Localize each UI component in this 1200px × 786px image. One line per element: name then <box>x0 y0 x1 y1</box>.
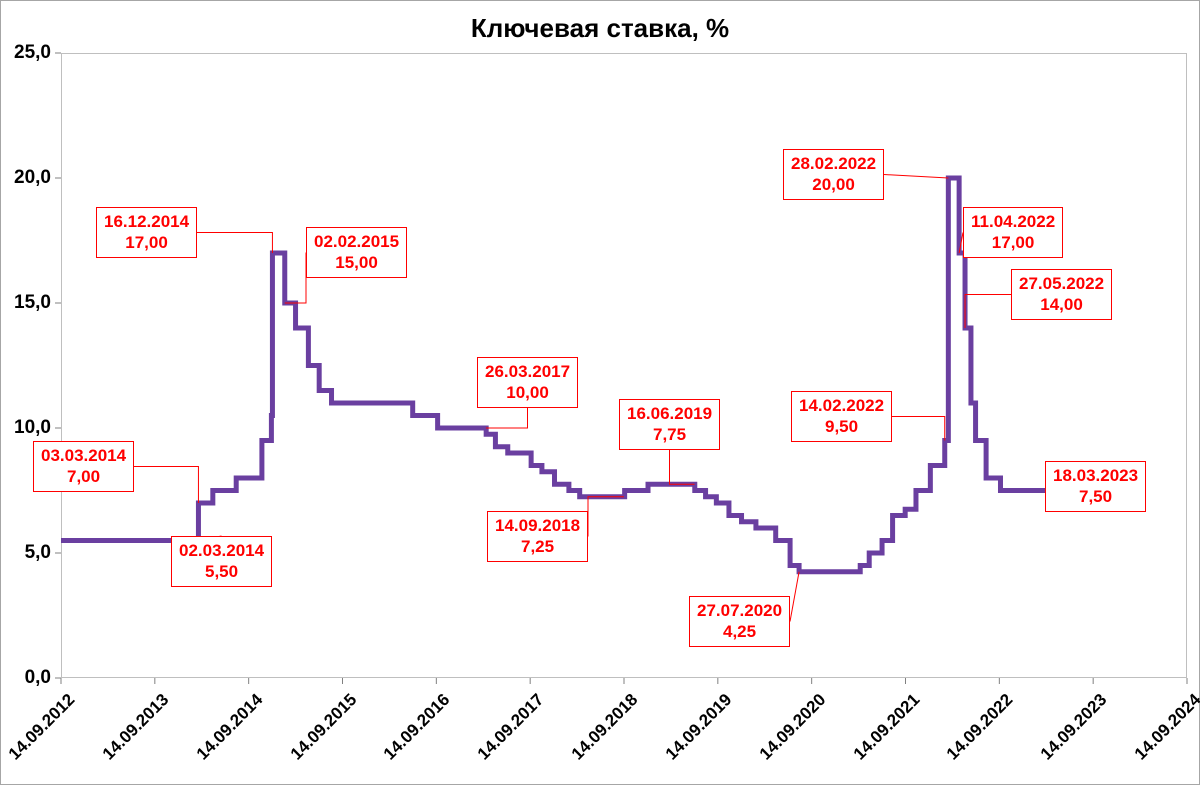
annotation-box: 14.09.20187,25 <box>487 511 588 562</box>
annotation-value: 14,00 <box>1019 294 1104 315</box>
x-axis-label: 14.09.2018 <box>568 690 642 764</box>
annotation-box: 27.05.202214,00 <box>1011 269 1112 320</box>
x-axis-label: 14.09.2017 <box>474 690 548 764</box>
y-axis-label: 15,0 <box>3 292 51 314</box>
annotation-date: 26.03.2017 <box>485 361 570 382</box>
x-axis-label: 14.09.2019 <box>662 690 736 764</box>
annotation-box: 14.02.20229,50 <box>791 391 892 442</box>
annotation-date: 18.03.2023 <box>1053 465 1138 486</box>
x-axis-label: 14.09.2024 <box>1131 690 1200 764</box>
annotation-box: 27.07.20204,25 <box>689 596 790 647</box>
annotation-value: 15,00 <box>314 252 399 273</box>
annotation-value: 7,50 <box>1053 486 1138 507</box>
annotation-box: 16.12.201417,00 <box>96 207 197 258</box>
annotation-box: 28.02.202220,00 <box>783 149 884 200</box>
y-axis-label: 0,0 <box>3 667 51 689</box>
annotation-date: 03.03.2014 <box>41 445 126 466</box>
x-axis-label: 14.09.2014 <box>192 690 266 764</box>
annotation-date: 14.09.2018 <box>495 515 580 536</box>
annotation-value: 20,00 <box>791 174 876 195</box>
x-axis-label: 14.09.2020 <box>755 690 829 764</box>
annotation-value: 10,00 <box>485 382 570 403</box>
annotation-box: 11.04.202217,00 <box>963 207 1063 258</box>
annotation-value: 17,00 <box>971 232 1055 253</box>
x-axis-label: 14.09.2013 <box>99 690 173 764</box>
x-axis-label: 14.09.2021 <box>849 690 923 764</box>
annotation-value: 17,00 <box>104 232 189 253</box>
annotation-date: 11.04.2022 <box>971 211 1055 232</box>
annotation-value: 7,75 <box>627 424 712 445</box>
chart-container: Ключевая ставка, % 0,0 5,0 10,0 15,0 20,0 25,… <box>0 0 1200 785</box>
annotation-date: 16.12.2014 <box>104 211 189 232</box>
annotation-value: 7,25 <box>495 536 580 557</box>
annotation-date: 27.05.2022 <box>1019 273 1104 294</box>
annotation-date: 14.02.2022 <box>799 395 884 416</box>
y-axis-label: 5,0 <box>3 542 51 564</box>
annotation-box: 02.02.201515,00 <box>306 227 407 278</box>
annotation-date: 28.02.2022 <box>791 153 876 174</box>
x-axis-label: 14.09.2015 <box>286 690 360 764</box>
annotation-date: 27.07.2020 <box>697 600 782 621</box>
annotation-date: 16.06.2019 <box>627 403 712 424</box>
annotation-box: 16.06.20197,75 <box>619 399 720 450</box>
annotation-box: 26.03.201710,00 <box>477 357 578 408</box>
annotation-date: 02.03.2014 <box>179 540 264 561</box>
y-axis-label: 20,0 <box>3 167 51 189</box>
x-axis-label: 14.09.2022 <box>943 690 1017 764</box>
annotation-box: 18.03.20237,50 <box>1045 461 1146 512</box>
annotation-value: 4,25 <box>697 621 782 642</box>
annotation-value: 7,00 <box>41 466 126 487</box>
x-axis-label: 14.09.2016 <box>380 690 454 764</box>
y-axis-label: 10,0 <box>3 417 51 439</box>
annotation-date: 02.02.2015 <box>314 231 399 252</box>
x-axis-label: 14.09.2012 <box>5 690 79 764</box>
annotation-box: 02.03.20145,50 <box>171 536 272 587</box>
annotation-value: 9,50 <box>799 416 884 437</box>
annotation-box: 03.03.20147,00 <box>33 441 134 492</box>
x-axis-label: 14.09.2023 <box>1037 690 1111 764</box>
y-axis-label: 25,0 <box>3 42 51 64</box>
annotation-value: 5,50 <box>179 561 264 582</box>
chart-title: Ключевая ставка, % <box>1 13 1199 44</box>
